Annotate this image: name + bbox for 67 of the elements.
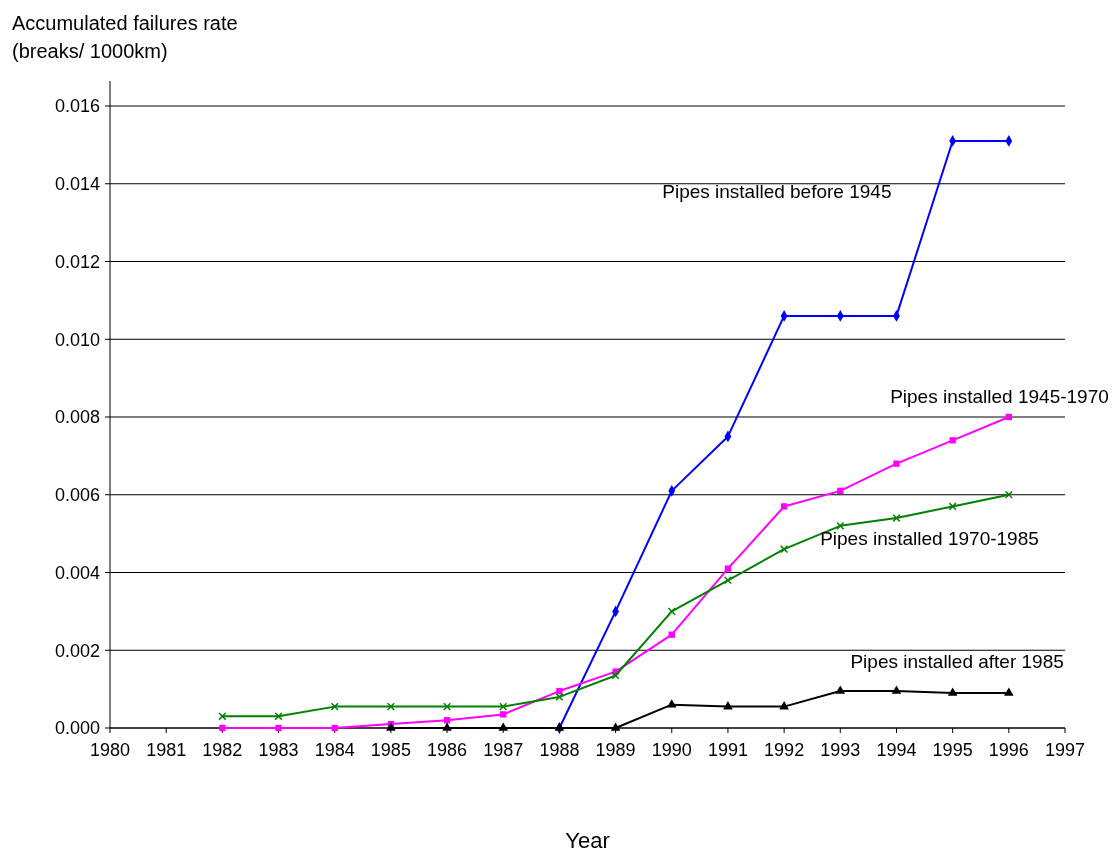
y-tick-label: 0.008 <box>54 407 100 428</box>
y-tick-label: 0.002 <box>54 640 100 661</box>
point <box>891 685 902 694</box>
y-tick-label: 0.012 <box>54 251 100 272</box>
y-tick-label: 0.016 <box>54 96 100 117</box>
series-label: Pipes installed after 1985 <box>850 651 1064 673</box>
point <box>947 687 958 696</box>
point <box>837 487 844 495</box>
point <box>948 502 957 511</box>
point <box>1005 413 1012 421</box>
point <box>667 607 676 616</box>
point <box>780 545 789 554</box>
x-tick-label: 1984 <box>314 740 355 760</box>
point <box>892 514 901 523</box>
point <box>556 687 563 695</box>
point <box>611 671 620 680</box>
point <box>386 702 395 711</box>
x-tick-label: 1989 <box>595 740 636 760</box>
y-tick-label: 0.004 <box>54 562 100 583</box>
point <box>835 685 846 694</box>
x-tick-label: 1995 <box>932 740 973 760</box>
x-tick-label: 1983 <box>258 740 299 760</box>
x-axis-title: Year <box>565 828 610 853</box>
y-tick-label: 0.010 <box>54 329 100 350</box>
series-label: Pipes installed 1970-1985 <box>820 527 1039 549</box>
point <box>893 460 900 467</box>
x-tick-label: 1988 <box>539 740 580 760</box>
point <box>779 701 789 710</box>
x-tick-label: 1996 <box>988 740 1029 760</box>
x-tick-label: 1980 <box>89 740 131 760</box>
point <box>555 692 564 701</box>
point <box>668 631 675 638</box>
x-tick-label: 1990 <box>651 740 692 760</box>
point <box>610 722 621 731</box>
point <box>836 521 845 530</box>
y-tick-label: 0.014 <box>54 174 100 195</box>
y-axis-title: Accumulated failures rate (breaks/ 1000km) <box>12 12 238 62</box>
x-tick-label: 1981 <box>146 740 187 760</box>
point <box>723 576 732 585</box>
point <box>330 702 339 711</box>
point <box>498 722 509 731</box>
point <box>218 712 227 721</box>
x-tick-label: 1982 <box>202 740 243 760</box>
x-tick-label: 1991 <box>707 740 748 760</box>
series-label: Pipes installed 1945-1970 <box>890 386 1109 407</box>
x-tick-label: 1987 <box>483 740 524 760</box>
x-tick-label: 1992 <box>764 740 805 760</box>
x-tick-label: 1986 <box>427 740 468 760</box>
point <box>442 722 452 731</box>
point <box>443 717 451 724</box>
x-tick-label: 1985 <box>370 740 411 760</box>
point <box>499 702 508 711</box>
point <box>949 437 956 444</box>
point <box>1004 687 1014 696</box>
point <box>274 712 283 721</box>
y-tick-label: 0.000 <box>54 718 100 739</box>
point <box>500 711 507 718</box>
x-tick-label: 1997 <box>1044 740 1086 760</box>
point <box>780 503 788 510</box>
y-tick-label: 0.006 <box>54 485 100 506</box>
point <box>443 702 452 711</box>
point <box>666 699 677 708</box>
point <box>1004 490 1013 499</box>
x-tick-label: 1993 <box>820 740 861 760</box>
point <box>724 565 732 572</box>
text: Pipes installed before 1945 <box>662 180 892 202</box>
x-tick-label: 1994 <box>876 740 917 760</box>
